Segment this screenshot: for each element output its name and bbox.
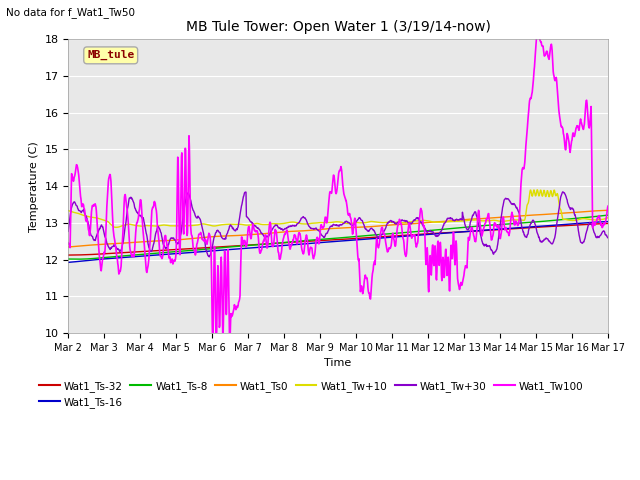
Wat1_Ts-32 (184, 246, 192, 252)
Wat1_Tw100 (422, 262, 430, 267)
Wat1_Tw100 (541, 53, 548, 59)
Line: Wat1_Tw100: Wat1_Tw100 (68, 28, 608, 343)
Wat1_Tw+10 (65, 208, 72, 214)
Wat1_Ts-8 (172, 249, 179, 254)
Wat1_Ts-16 (540, 223, 548, 229)
Wat1_Tw+10 (172, 223, 179, 229)
Wat1_Tw+30 (559, 189, 567, 195)
Line: Wat1_Ts0: Wat1_Ts0 (68, 210, 608, 247)
Wat1_Ts-16 (604, 219, 612, 225)
Wat1_Tw100 (172, 258, 179, 264)
Wat1_Ts-16 (422, 232, 429, 238)
Wat1_Ts0 (422, 220, 429, 226)
Wat1_Ts-8 (540, 218, 548, 224)
Wat1_Ts0 (184, 236, 192, 242)
Wat1_Tw100 (65, 240, 72, 246)
Wat1_Ts-16 (492, 227, 500, 232)
Wat1_Ts-16 (184, 250, 192, 256)
Wat1_Tw100 (534, 25, 541, 31)
Wat1_Tw+30 (172, 237, 179, 243)
Wat1_Ts-8 (493, 222, 500, 228)
Wat1_Ts0 (492, 215, 500, 220)
Wat1_Ts-16 (244, 245, 252, 251)
Wat1_Ts-8 (604, 212, 612, 218)
Wat1_Tw+30 (422, 228, 430, 233)
X-axis label: Time: Time (324, 359, 352, 369)
Wat1_Ts-32 (492, 227, 500, 233)
Wat1_Tw+10 (493, 217, 500, 223)
Wat1_Tw+30 (65, 228, 72, 234)
Wat1_Ts-8 (65, 256, 72, 262)
Wat1_Tw+10 (541, 189, 548, 195)
Wat1_Tw100 (212, 340, 220, 346)
Wat1_Tw100 (604, 203, 612, 209)
Wat1_Tw+30 (184, 191, 192, 196)
Wat1_Tw100 (245, 224, 253, 229)
Wat1_Ts-8 (185, 248, 193, 253)
Wat1_Ts-32 (604, 221, 612, 227)
Wat1_Tw+10 (113, 225, 120, 230)
Wat1_Ts-32 (540, 224, 548, 230)
Wat1_Ts0 (540, 212, 548, 217)
Wat1_Tw+10 (604, 215, 612, 221)
Wat1_Ts0 (65, 244, 72, 250)
Wat1_Tw+30 (245, 216, 253, 222)
Wat1_Ts-32 (422, 231, 429, 237)
Line: Wat1_Ts-32: Wat1_Ts-32 (68, 224, 608, 255)
Wat1_Tw100 (493, 222, 500, 228)
Wat1_Ts-32 (244, 242, 252, 248)
Wat1_Ts-16 (65, 260, 72, 265)
Wat1_Tw+30 (540, 236, 548, 242)
Wat1_Tw100 (184, 187, 192, 192)
Line: Wat1_Tw+10: Wat1_Tw+10 (68, 190, 608, 228)
Wat1_Tw+10 (533, 187, 541, 193)
Text: No data for f_Wat1_Tw50: No data for f_Wat1_Tw50 (6, 7, 136, 18)
Wat1_Ts-8 (74, 256, 81, 262)
Wat1_Ts-8 (422, 228, 430, 234)
Wat1_Ts0 (172, 237, 179, 243)
Legend: Wat1_Ts-32, Wat1_Ts-16, Wat1_Ts-8, Wat1_Ts0, Wat1_Tw+10, Wat1_Tw+30, Wat1_Tw100: Wat1_Ts-32, Wat1_Ts-16, Wat1_Ts-8, Wat1_… (35, 377, 588, 412)
Wat1_Ts0 (604, 207, 612, 213)
Text: MB_tule: MB_tule (87, 50, 134, 60)
Wat1_Ts-16 (172, 251, 179, 257)
Wat1_Tw+30 (205, 254, 213, 260)
Wat1_Ts-32 (172, 247, 179, 252)
Line: Wat1_Tw+30: Wat1_Tw+30 (68, 192, 608, 257)
Line: Wat1_Ts-8: Wat1_Ts-8 (68, 215, 608, 259)
Wat1_Ts0 (244, 232, 252, 238)
Line: Wat1_Ts-16: Wat1_Ts-16 (68, 222, 608, 263)
Wat1_Ts-32 (65, 252, 72, 258)
Wat1_Tw+30 (493, 247, 500, 252)
Wat1_Tw+10 (422, 218, 430, 224)
Y-axis label: Temperature (C): Temperature (C) (29, 141, 39, 231)
Title: MB Tule Tower: Open Water 1 (3/19/14-now): MB Tule Tower: Open Water 1 (3/19/14-now… (186, 20, 490, 34)
Wat1_Ts-8 (245, 243, 253, 249)
Wat1_Tw+10 (245, 222, 253, 228)
Wat1_Tw+30 (604, 235, 612, 241)
Wat1_Tw+10 (185, 223, 193, 228)
